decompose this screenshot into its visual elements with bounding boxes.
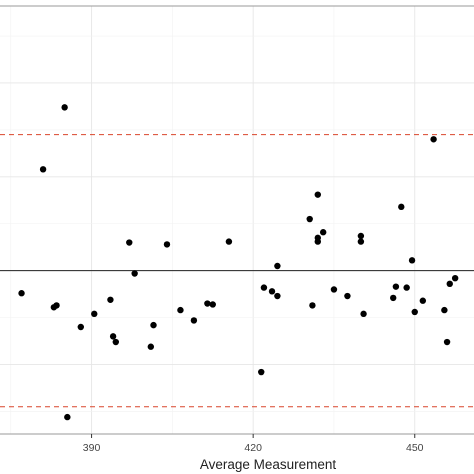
data-point: [53, 302, 60, 309]
data-point: [163, 241, 171, 248]
data-point: [258, 368, 265, 376]
data-point: [225, 238, 233, 245]
data-point: [330, 286, 338, 293]
data-point: [177, 306, 184, 314]
data-point: [126, 239, 133, 246]
data-point: [112, 338, 120, 346]
data-point: [430, 136, 437, 143]
x-tick-label: 420: [244, 442, 262, 454]
data-point: [109, 333, 117, 340]
data-point: [39, 166, 47, 173]
grid: [0, 5, 474, 435]
data-point: [61, 104, 68, 111]
data-point: [150, 321, 157, 329]
x-tick-label: 450: [406, 442, 424, 454]
data-point: [18, 290, 25, 297]
data-points: [18, 104, 459, 421]
data-point: [147, 343, 155, 350]
data-point: [443, 338, 451, 346]
data-point: [344, 292, 351, 300]
data-point: [204, 300, 211, 307]
data-point: [131, 270, 138, 277]
x-tick-label: 390: [83, 442, 101, 454]
data-point: [398, 203, 405, 211]
data-point: [357, 238, 365, 245]
data-point: [91, 310, 98, 318]
data-point: [403, 284, 410, 291]
data-point: [268, 288, 276, 295]
data-point: [390, 294, 397, 302]
data-point: [408, 257, 416, 264]
data-point: [360, 310, 367, 318]
data-point: [107, 296, 114, 303]
data-point: [446, 280, 453, 288]
data-point: [77, 323, 84, 331]
x-axis: 390 420 450: [83, 434, 424, 454]
data-point: [306, 215, 313, 223]
data-point: [419, 297, 427, 304]
data-point: [411, 308, 418, 316]
data-point: [190, 317, 198, 324]
data-point: [314, 191, 321, 198]
data-point: [392, 283, 400, 290]
data-point: [314, 234, 321, 242]
data-point: [260, 284, 268, 291]
data-point: [64, 413, 71, 421]
data-point: [357, 232, 365, 240]
data-point: [209, 301, 216, 308]
data-point: [319, 229, 327, 236]
reference-lines: [0, 134, 474, 408]
data-point: [274, 262, 281, 270]
data-point: [309, 302, 316, 309]
x-axis-title: Average Measurement: [200, 457, 337, 472]
data-point: [274, 292, 281, 300]
data-point: [441, 306, 448, 314]
data-point: [451, 274, 459, 282]
